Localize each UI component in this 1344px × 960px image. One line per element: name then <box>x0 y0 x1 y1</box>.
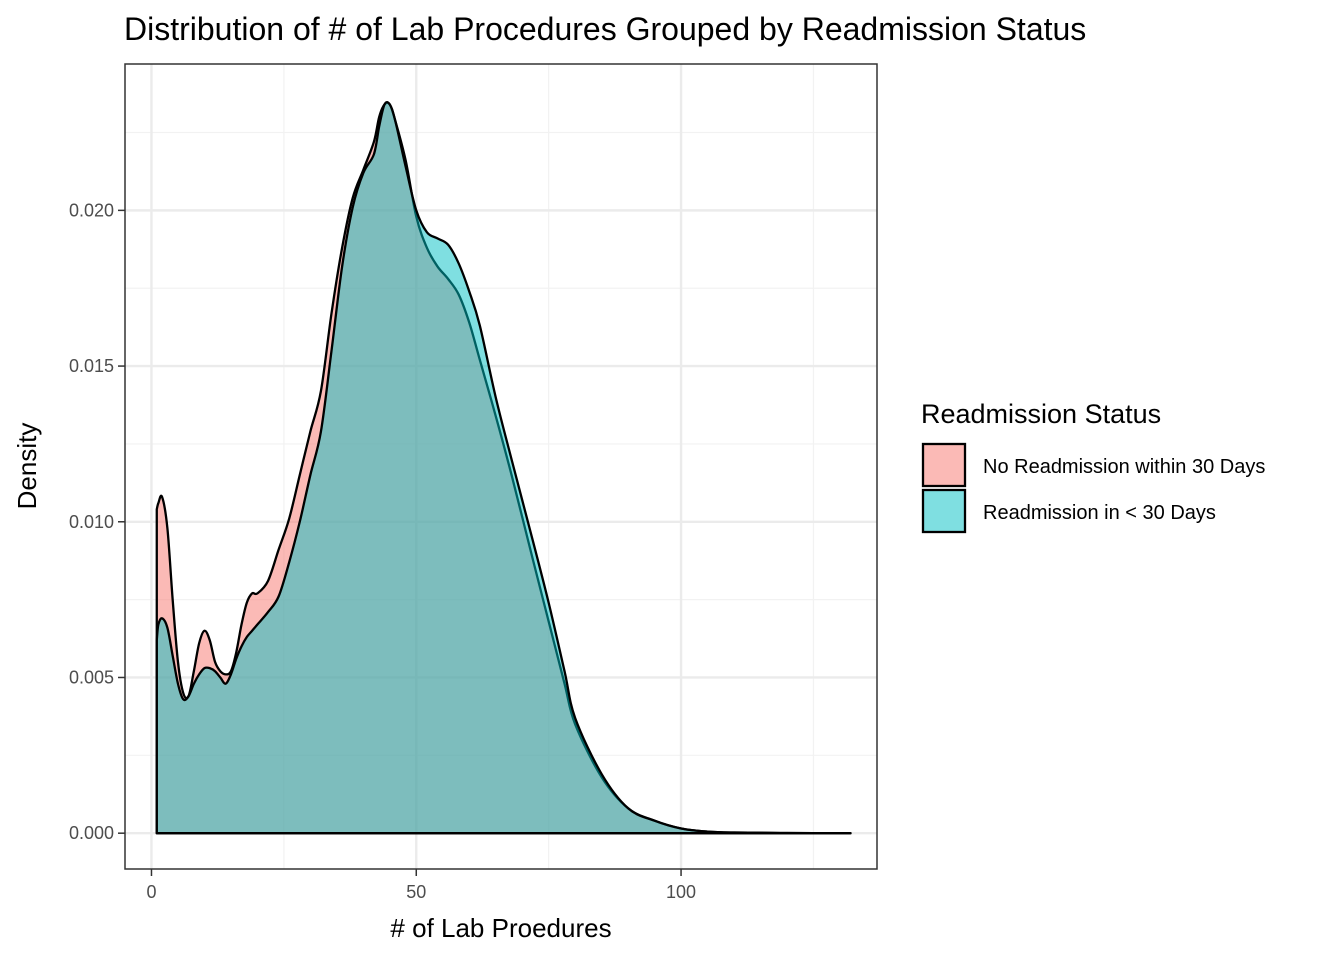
legend-label: No Readmission within 30 Days <box>983 456 1265 478</box>
y-tick-label: 0.010 <box>69 512 114 532</box>
y-axis-title: Density <box>12 423 42 510</box>
x-axis: 0 50 100 <box>146 869 696 902</box>
legend-swatch <box>921 442 967 488</box>
y-tick-label: 0.000 <box>69 823 114 843</box>
legend: Readmission Status No Readmission within… <box>921 399 1265 534</box>
y-axis: 0.000 0.005 0.010 0.015 0.020 <box>69 200 125 843</box>
x-axis-title: # of Lab Proedures <box>390 913 611 943</box>
legend-title: Readmission Status <box>921 399 1161 429</box>
plot-panel <box>124 63 878 870</box>
legend-items: No Readmission within 30 Days Readmission… <box>921 442 1265 534</box>
legend-label: Readmission in < 30 Days <box>983 502 1216 524</box>
y-tick-label: 0.020 <box>69 200 114 220</box>
x-tick-label: 50 <box>406 882 426 902</box>
chart-title: Distribution of # of Lab Procedures Grou… <box>124 11 1086 47</box>
y-tick-label: 0.005 <box>69 667 114 687</box>
y-tick-label: 0.015 <box>69 356 114 376</box>
density-area-series-2 <box>155 101 852 835</box>
legend-swatch <box>921 488 967 534</box>
x-tick-label: 100 <box>666 882 696 902</box>
panel-border <box>124 63 878 870</box>
x-tick-label: 0 <box>146 882 156 902</box>
series-layer <box>155 101 852 835</box>
